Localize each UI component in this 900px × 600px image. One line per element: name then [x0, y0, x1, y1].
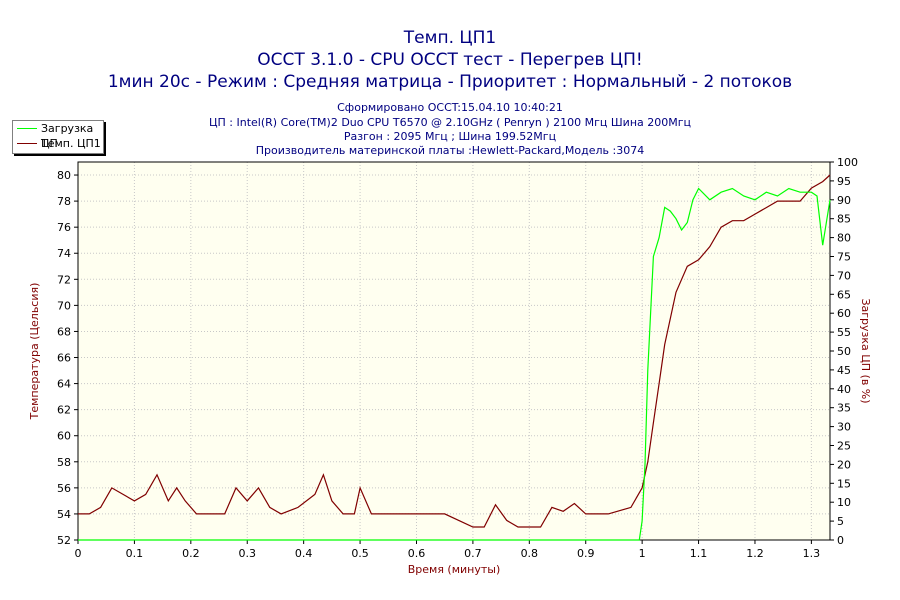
series-line-temp — [78, 174, 831, 528]
y-tick-label: 76 — [57, 221, 71, 234]
y-tick-label: 54 — [57, 508, 71, 521]
x-tick-label: 1.1 — [690, 547, 708, 560]
y-tick-label: 66 — [57, 352, 71, 365]
legend-item-load: Загрузка ЦП — [13, 121, 103, 150]
y2-tick-label: 75 — [837, 251, 851, 264]
y-tick-label: 72 — [57, 273, 71, 286]
y2-tick-label: 15 — [837, 477, 851, 490]
legend-label-load: Загрузка ЦП — [41, 122, 94, 150]
plot-area — [78, 162, 830, 540]
chart-mode-line: 1мин 20с - Режим : Средняя матрица - При… — [107, 72, 793, 92]
info-generated: Сформировано OCCT:15.04.10 10:40:21 — [337, 101, 563, 114]
y2-tick-label: 45 — [837, 364, 851, 377]
x-tick-label: 0.7 — [464, 547, 482, 560]
y2-tick-label: 95 — [837, 175, 851, 188]
y2-tick-label: 5 — [837, 515, 844, 528]
x-tick-label: 0.9 — [577, 547, 595, 560]
info-cpu: ЦП : Intel(R) Core(TM)2 Duo CPU T6570 @ … — [208, 116, 692, 129]
y2-tick-label: 30 — [837, 421, 851, 434]
legend-label-temp: Темп. ЦП1 — [41, 137, 101, 150]
y-tick-label: 62 — [57, 404, 71, 417]
chart-subtitle: OCCT 3.1.0 - CPU OCCT тест - Перегрев ЦП… — [257, 50, 643, 70]
x-tick-label: 0.5 — [351, 547, 369, 560]
y2-axis-label: Загрузка ЦП (в %) — [859, 298, 872, 403]
y2-tick-label: 90 — [837, 194, 851, 207]
y2-tick-label: 40 — [837, 383, 851, 396]
y-tick-label: 56 — [57, 482, 71, 495]
y2-tick-label: 70 — [837, 269, 851, 282]
info-board: Производитель материнской платы :Hewlett… — [255, 144, 645, 157]
y2-tick-label: 20 — [837, 458, 851, 471]
legend-swatch-temp — [17, 143, 37, 144]
x-tick-label: 0 — [75, 547, 82, 560]
y2-tick-label: 65 — [837, 288, 851, 301]
x-axis-label: Время (минуты) — [408, 563, 501, 576]
legend-swatch-load — [17, 128, 37, 129]
y-tick-label: 64 — [57, 378, 71, 391]
series-line-load — [78, 187, 831, 541]
y-axis-label: Температура (Цельсия) — [28, 283, 41, 421]
y-tick-label: 78 — [57, 195, 71, 208]
y2-tick-label: 55 — [837, 326, 851, 339]
y2-tick-label: 25 — [837, 440, 851, 453]
y2-tick-label: 35 — [837, 402, 851, 415]
y-tick-label: 80 — [57, 169, 71, 182]
y2-tick-label: 50 — [837, 345, 851, 358]
y-tick-label: 52 — [57, 534, 71, 547]
y-tick-label: 58 — [57, 456, 71, 469]
legend-item-temp: Темп. ЦП1 — [13, 136, 103, 151]
x-tick-label: 0.3 — [238, 547, 256, 560]
y-tick-label: 68 — [57, 325, 71, 338]
x-tick-label: 0.4 — [295, 547, 313, 560]
x-tick-label: 0.6 — [408, 547, 426, 560]
y-tick-label: 70 — [57, 299, 71, 312]
y-tick-label: 74 — [57, 247, 71, 260]
info-overclock: Разгон : 2095 Мгц ; Шина 199.52Мгц — [343, 130, 557, 143]
x-tick-label: 1.3 — [803, 547, 821, 560]
y2-tick-label: 100 — [837, 156, 858, 169]
x-tick-label: 1 — [639, 547, 646, 560]
x-tick-label: 0.2 — [182, 547, 200, 560]
x-tick-label: 1.2 — [746, 547, 764, 560]
y2-tick-label: 0 — [837, 534, 844, 547]
chart-title: Темп. ЦП1 — [403, 28, 497, 48]
y2-tick-label: 10 — [837, 496, 851, 509]
x-tick-label: 0.1 — [126, 547, 144, 560]
x-tick-label: 0.8 — [521, 547, 539, 560]
y-tick-label: 60 — [57, 430, 71, 443]
y2-tick-label: 80 — [837, 232, 851, 245]
y2-tick-label: 60 — [837, 307, 851, 320]
chart-legend: Загрузка ЦП Темп. ЦП1 — [12, 120, 104, 154]
y2-tick-label: 85 — [837, 213, 851, 226]
